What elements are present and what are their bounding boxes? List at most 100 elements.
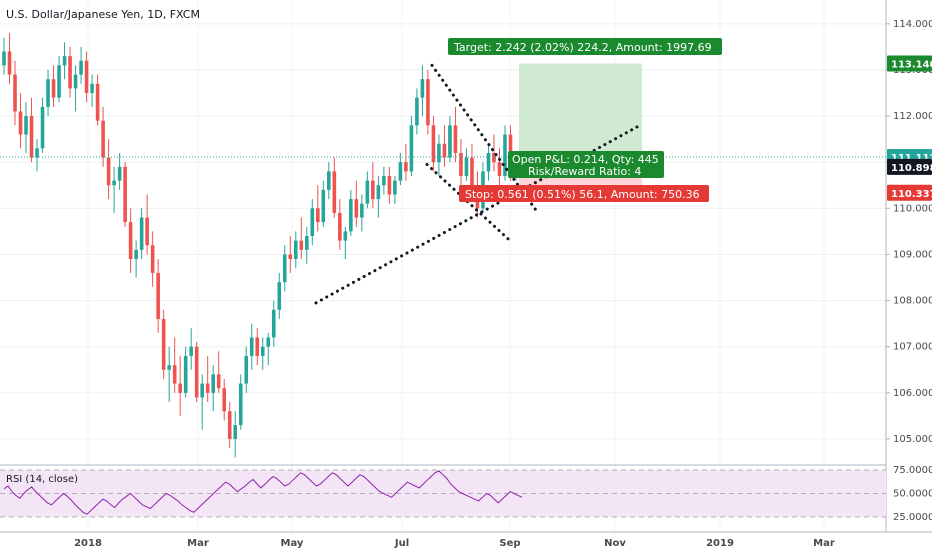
price-tick-label: 112.000 bbox=[893, 111, 932, 122]
candle-body bbox=[464, 157, 469, 177]
candle bbox=[29, 97, 34, 163]
candle bbox=[349, 189, 353, 236]
candle-body bbox=[409, 125, 414, 172]
candle-body bbox=[205, 383, 210, 393]
candle bbox=[426, 69, 430, 135]
candle-body bbox=[68, 56, 72, 89]
candle-body bbox=[360, 203, 364, 218]
candle-body bbox=[310, 208, 315, 236]
candle-body bbox=[24, 116, 28, 135]
candle-body bbox=[134, 249, 138, 260]
price-tick-label: 106.000 bbox=[893, 388, 932, 399]
rsi-line bbox=[3, 470, 523, 515]
candle-body bbox=[145, 217, 149, 246]
candle-body bbox=[327, 171, 331, 190]
time-tick-label: Mar bbox=[813, 538, 835, 549]
target-zone bbox=[519, 63, 642, 167]
candle bbox=[293, 231, 298, 269]
candle bbox=[227, 402, 232, 449]
candle bbox=[106, 139, 111, 200]
candle-body bbox=[139, 217, 144, 250]
rsi-tick-label: 75.0000 bbox=[893, 465, 932, 476]
candle-body bbox=[271, 309, 276, 338]
candle-body bbox=[393, 180, 397, 195]
rsi-label: RSI (14, close) bbox=[6, 474, 78, 485]
price-tick-label: 105.000 bbox=[893, 434, 932, 445]
candle bbox=[150, 231, 155, 287]
candle-body bbox=[183, 355, 188, 393]
price-axis[interactable]: 114.000113.000112.000111.000110.000109.0… bbox=[885, 0, 932, 550]
price-tag: 113.140 bbox=[887, 55, 932, 72]
candle bbox=[321, 180, 326, 227]
candle bbox=[216, 351, 221, 393]
candle bbox=[327, 162, 331, 200]
candle-body bbox=[18, 111, 23, 135]
candle bbox=[486, 143, 491, 181]
candle bbox=[316, 185, 320, 232]
candle-body bbox=[167, 365, 171, 370]
candle-body bbox=[398, 162, 403, 181]
candle bbox=[139, 208, 144, 260]
candle bbox=[183, 346, 188, 398]
price-tick-label: 108.000 bbox=[893, 296, 932, 307]
candle bbox=[205, 355, 210, 403]
candle bbox=[178, 355, 182, 416]
time-axis[interactable]: 2018 Mar May Jul Sep Nov 2019 Mar bbox=[0, 531, 932, 549]
candle bbox=[448, 116, 452, 163]
candle bbox=[73, 65, 78, 112]
candle bbox=[172, 337, 177, 393]
candle-body bbox=[371, 180, 375, 200]
price-tick-label: 114.000 bbox=[893, 19, 932, 30]
candle-body bbox=[46, 79, 50, 107]
candle-body bbox=[382, 176, 386, 186]
price-tag-bg bbox=[887, 184, 932, 201]
candle-body bbox=[29, 116, 34, 158]
time-tick-label: Mar bbox=[187, 538, 209, 549]
candle bbox=[409, 116, 414, 177]
candle bbox=[233, 411, 238, 458]
candle bbox=[332, 157, 337, 218]
candle bbox=[13, 60, 17, 126]
candle bbox=[62, 42, 67, 80]
trendline[interactable] bbox=[425, 163, 512, 243]
candle bbox=[46, 69, 50, 117]
candle-body bbox=[178, 383, 182, 393]
price-tag: 110.898 bbox=[887, 158, 932, 175]
candle-body bbox=[51, 79, 56, 98]
position-labels: Target: 2.242 (2.02%) 224.2, Amount: 199… bbox=[448, 38, 722, 202]
candle bbox=[57, 56, 61, 103]
candle bbox=[244, 346, 249, 393]
candle bbox=[194, 342, 199, 403]
candle-body bbox=[338, 212, 342, 241]
candle bbox=[90, 74, 94, 107]
candle bbox=[492, 134, 496, 172]
candle-body bbox=[227, 411, 232, 439]
candle-body bbox=[288, 254, 293, 260]
pnl-label: Open P&L: 0.214, Qty: 445 bbox=[512, 153, 659, 166]
candle-body bbox=[420, 79, 425, 98]
candle bbox=[343, 226, 348, 260]
candle bbox=[84, 51, 89, 103]
candle bbox=[238, 374, 243, 430]
candle-body bbox=[40, 106, 45, 149]
pnl-label-box bbox=[508, 151, 664, 178]
candle bbox=[266, 332, 271, 366]
candle bbox=[95, 74, 100, 126]
candle bbox=[35, 139, 39, 172]
rsi-axis: 75.0000 50.0000 25.0000 bbox=[893, 465, 932, 523]
candle bbox=[79, 46, 83, 84]
candles bbox=[2, 33, 518, 458]
time-tick-label: Jul bbox=[394, 538, 409, 549]
candle-body bbox=[13, 74, 17, 112]
candle-body bbox=[332, 171, 337, 213]
candle bbox=[24, 102, 28, 153]
candle-body bbox=[266, 337, 271, 347]
candle bbox=[189, 328, 193, 370]
trendline[interactable] bbox=[314, 123, 642, 305]
candle-body bbox=[128, 222, 133, 260]
candle-body bbox=[321, 189, 326, 223]
candle-body bbox=[7, 51, 12, 75]
candle bbox=[393, 176, 397, 204]
